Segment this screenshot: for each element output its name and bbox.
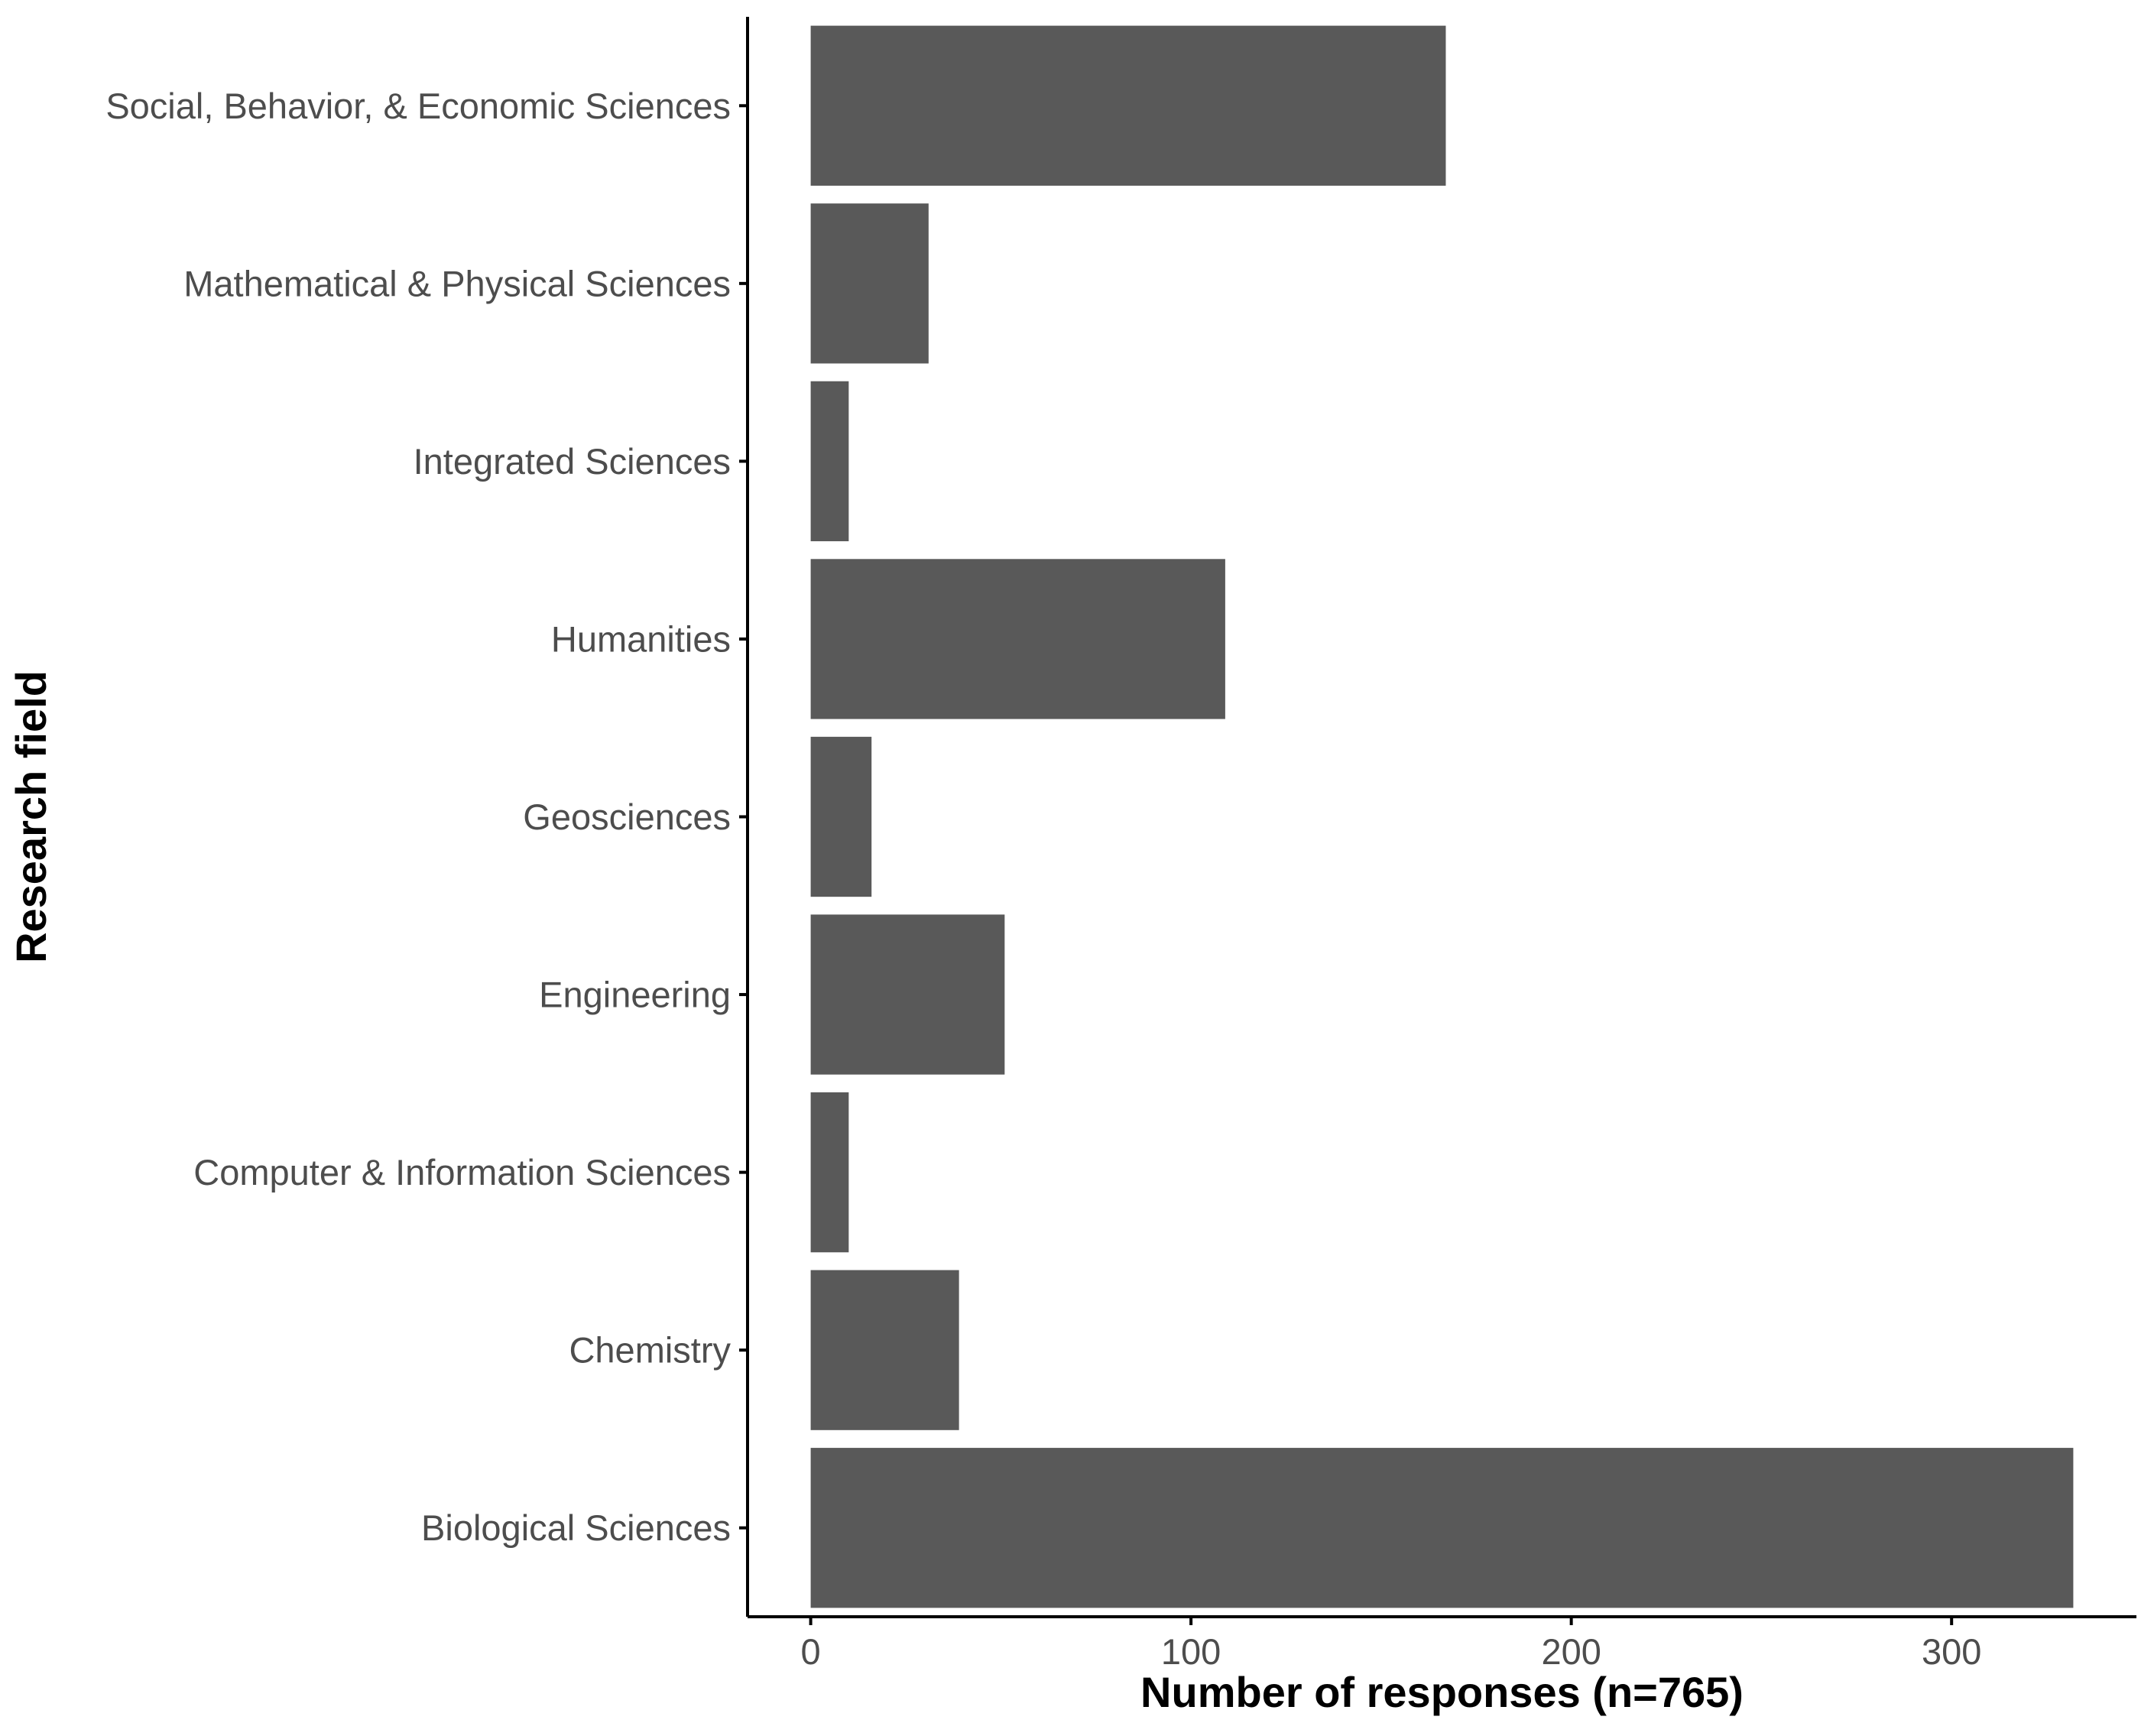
x-tick-label: 0 (801, 1631, 821, 1672)
x-tick-label: 100 (1161, 1631, 1221, 1672)
y-tick-label: Computer & Information Sciences (193, 1152, 731, 1192)
y-tick-label: Chemistry (569, 1330, 731, 1371)
y-tick-label: Humanities (551, 618, 731, 659)
y-tick-label: Biological Sciences (421, 1507, 731, 1548)
y-tick-label: Engineering (539, 975, 731, 1015)
y-tick-label: Mathematical & Physical Sciences (183, 263, 731, 303)
y-axis-title: Research field (7, 670, 55, 963)
bars (810, 25, 2074, 1608)
bar (810, 559, 1225, 719)
x-tick-label: 300 (1922, 1631, 1981, 1672)
bar (810, 1092, 849, 1253)
y-tick-label: Social, Behavior, & Economic Sciences (105, 86, 731, 126)
bar (810, 1448, 2074, 1608)
bar (810, 381, 849, 542)
bar (810, 203, 929, 364)
y-tick-label: Integrated Sciences (414, 441, 731, 482)
x-tick-label: 200 (1541, 1631, 1601, 1672)
x-axis-title: Number of responses (n=765) (1140, 1668, 1744, 1716)
bar (810, 914, 1005, 1075)
ticks: Social, Behavior, & Economic Sciences Mat… (105, 86, 1981, 1672)
bar (810, 736, 872, 897)
bar (810, 1270, 959, 1430)
bar (810, 25, 1446, 186)
y-tick-label: Geosciences (523, 797, 731, 837)
